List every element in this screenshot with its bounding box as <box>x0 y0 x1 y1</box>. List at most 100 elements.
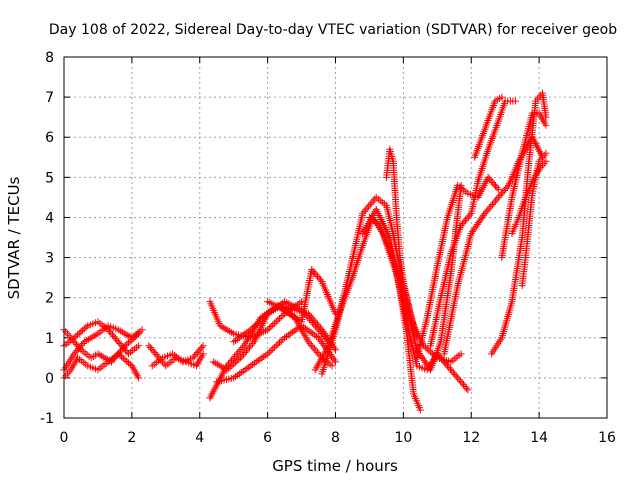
data-sample <box>226 363 234 371</box>
data-point <box>511 97 519 105</box>
data-sample <box>448 367 456 375</box>
data-sample <box>468 228 476 236</box>
data-point <box>315 326 323 334</box>
data-sample <box>478 213 486 221</box>
data-sample <box>146 344 154 352</box>
data-point <box>308 266 316 274</box>
data-sample <box>314 272 322 280</box>
data-sample <box>277 337 285 345</box>
data-sample <box>316 327 324 335</box>
data-sample <box>487 202 495 210</box>
data-point <box>114 338 122 346</box>
data-sample <box>72 348 80 356</box>
y-tick-label: 3 <box>45 251 54 267</box>
x-tick-label: 8 <box>331 430 340 446</box>
data-sample <box>119 343 127 351</box>
series-track-19 <box>427 97 519 350</box>
data-sample <box>503 183 511 191</box>
data-sample <box>446 365 454 373</box>
series-track-25 <box>518 149 550 290</box>
data-sample <box>231 358 239 366</box>
data-sample <box>235 355 243 363</box>
data-sample <box>267 347 275 355</box>
data-point <box>135 330 143 338</box>
data-sample <box>229 355 237 363</box>
data-sample <box>279 311 287 319</box>
data-sample <box>461 216 469 224</box>
data-sample <box>366 201 374 209</box>
data-sample <box>423 345 431 353</box>
data-sample <box>255 318 263 326</box>
data-sample <box>123 340 131 348</box>
data-sample <box>237 345 245 353</box>
data-sample <box>148 345 156 353</box>
data-sample <box>192 350 200 358</box>
x-tick-label: 6 <box>263 430 272 446</box>
x-tick-label: 12 <box>462 430 480 446</box>
data-sample <box>489 178 497 186</box>
data-sample <box>451 370 459 378</box>
data-sample <box>126 360 134 368</box>
data-sample <box>265 324 273 332</box>
data-sample <box>79 340 87 348</box>
data-sample <box>308 318 316 326</box>
plot-area <box>60 89 550 414</box>
data-sample <box>130 334 138 342</box>
data-sample <box>476 217 484 225</box>
data-point <box>457 221 465 229</box>
data-sample <box>424 362 432 370</box>
data-sample <box>75 329 83 337</box>
data-sample <box>449 369 457 377</box>
data-sample <box>420 357 428 365</box>
data-point <box>467 229 475 237</box>
y-tick-label: 6 <box>45 130 54 146</box>
data-point <box>542 149 550 157</box>
data-sample <box>74 342 82 350</box>
data-point <box>199 350 207 358</box>
data-sample <box>120 345 128 353</box>
data-point <box>542 121 550 129</box>
data-sample <box>111 334 119 342</box>
data-sample <box>74 331 82 339</box>
data-sample <box>471 224 479 232</box>
series-track-21 <box>471 93 506 161</box>
data-sample <box>309 267 317 275</box>
data-sample <box>118 353 126 361</box>
data-sample <box>257 316 265 324</box>
data-sample <box>315 274 323 282</box>
series-track-23 <box>498 109 550 262</box>
data-point <box>494 193 502 201</box>
series-track-04 <box>60 350 143 382</box>
data-point <box>332 346 339 354</box>
data-sample <box>500 187 508 195</box>
data-sample <box>475 219 483 227</box>
series-track-15 <box>359 205 424 414</box>
data-sample <box>196 345 204 353</box>
data-sample <box>244 345 252 353</box>
data-sample <box>493 195 501 203</box>
data-sample <box>234 349 242 357</box>
data-sample <box>486 175 494 183</box>
data-sample <box>330 344 338 352</box>
data-sample <box>116 351 124 359</box>
data-sample <box>113 336 121 344</box>
data-point <box>264 326 272 334</box>
data-sample <box>128 336 136 344</box>
data-sample <box>312 347 320 355</box>
data-sample <box>421 343 429 351</box>
data-sample <box>490 180 498 188</box>
data-sample <box>77 328 85 336</box>
data-sample <box>482 208 490 216</box>
data-sample <box>313 324 321 332</box>
data-point <box>70 350 78 358</box>
data-sample <box>422 359 430 367</box>
data-sample <box>241 348 249 356</box>
data-sample <box>496 192 504 200</box>
data-sample <box>246 343 254 351</box>
y-tick-label: 0 <box>45 371 54 387</box>
data-point <box>145 342 153 350</box>
data-sample <box>231 353 239 361</box>
data-sample <box>312 271 320 279</box>
data-sample <box>73 341 81 349</box>
